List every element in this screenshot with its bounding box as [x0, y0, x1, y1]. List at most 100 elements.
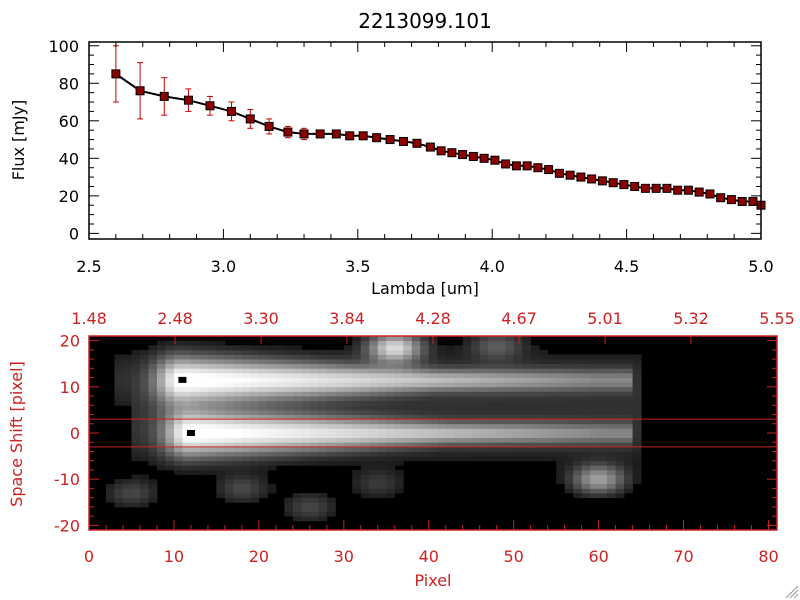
- heatmap-cell: [301, 354, 311, 360]
- heatmap-cell: [564, 368, 574, 374]
- heatmap-cell: [292, 423, 302, 429]
- heatmap-cell: [547, 419, 557, 425]
- heatmap-cell: [352, 474, 362, 480]
- heatmap-cell: [411, 396, 421, 402]
- heatmap-cell: [598, 391, 608, 397]
- heatmap-cell: [216, 423, 226, 429]
- heatmap-cell: [377, 474, 387, 480]
- heatmap-cell: [182, 414, 192, 420]
- heatmap-cell: [318, 456, 328, 462]
- heatmap-cell: [199, 391, 209, 397]
- heatmap-cell: [233, 497, 243, 503]
- heatmap-cell: [462, 419, 472, 425]
- heatmap-cell: [258, 465, 268, 471]
- heatmap-cell: [632, 460, 642, 466]
- data-marker: [533, 163, 543, 173]
- heatmap-cell: [573, 423, 583, 429]
- heatmap-cell: [445, 442, 455, 448]
- heatmap-cell: [590, 396, 600, 402]
- data-point: [183, 88, 193, 112]
- heatmap-cell: [598, 414, 608, 420]
- heatmap-cell: [148, 460, 158, 466]
- heatmap-cell: [411, 400, 421, 406]
- heatmap-cell: [581, 414, 591, 420]
- heatmap-cell: [598, 451, 608, 457]
- heatmap-cell: [377, 400, 387, 406]
- heatmap-cell: [530, 349, 540, 355]
- heatmap-cell: [343, 451, 353, 457]
- heatmap-cell: [199, 419, 209, 425]
- heatmap-cell: [301, 502, 311, 508]
- heatmap-cell: [335, 386, 345, 392]
- heatmap-cell: [420, 345, 430, 351]
- heatmap-cell: [547, 396, 557, 402]
- heatmap-cell: [309, 502, 319, 508]
- heatmap-cell: [369, 345, 379, 351]
- heatmap-cell: [454, 437, 464, 443]
- heatmap-cell: [581, 433, 591, 439]
- heatmap-cell: [505, 442, 515, 448]
- heatmap-cell: [403, 349, 413, 355]
- heatmap-cell: [267, 423, 277, 429]
- heatmap-cell: [292, 506, 302, 512]
- heatmap-cell: [377, 345, 387, 351]
- heatmap-cell: [615, 414, 625, 420]
- data-marker: [436, 146, 446, 156]
- heatmap-cell: [309, 419, 319, 425]
- heatmap-cell: [386, 345, 396, 351]
- heatmap-cell: [173, 409, 183, 415]
- heatmap-cell: [394, 377, 404, 383]
- heatmap-cell: [250, 396, 260, 402]
- heatmap-cell: [607, 396, 617, 402]
- heatmap-cell: [199, 363, 209, 369]
- heatmap-cell: [335, 442, 345, 448]
- heatmap-cell: [224, 446, 234, 452]
- heatmap-cell: [114, 479, 124, 485]
- heatmap-cell: [505, 349, 515, 355]
- heatmap-cell: [343, 428, 353, 434]
- heatmap-cell: [411, 405, 421, 411]
- x-tick-label: 40: [419, 547, 439, 566]
- heatmap-cell: [335, 451, 345, 457]
- heatmap-cell: [471, 456, 481, 462]
- heatmap-cell: [607, 493, 617, 499]
- heatmap-cell: [394, 483, 404, 489]
- heatmap-cell: [607, 400, 617, 406]
- heatmap-cell: [343, 345, 353, 351]
- heatmap-cell: [386, 460, 396, 466]
- heatmap-cell: [343, 460, 353, 466]
- heatmap-cell: [326, 363, 336, 369]
- data-point: [479, 153, 489, 163]
- heatmap-cell: [488, 442, 498, 448]
- heatmap-cell: [190, 437, 200, 443]
- heatmap-cell: [241, 497, 251, 503]
- heatmap-cell: [598, 483, 608, 489]
- heatmap-cell: [241, 437, 251, 443]
- heatmap-cell: [624, 423, 633, 429]
- heatmap-cell: [224, 479, 234, 485]
- heatmap-cell: [165, 433, 175, 439]
- heatmap-cell: [547, 446, 557, 452]
- heatmap-cell: [581, 456, 591, 462]
- heatmap-cell: [505, 400, 515, 406]
- heatmap-cell: [411, 451, 421, 457]
- heatmap-cell: [522, 442, 532, 448]
- heatmap-cell: [139, 409, 149, 415]
- heatmap-cell: [590, 363, 600, 369]
- heatmap-cell: [624, 460, 633, 466]
- heatmap-cell: [496, 451, 506, 457]
- heatmap-cell: [479, 359, 489, 365]
- heatmap-cell: [437, 405, 447, 411]
- heatmap-cell: [564, 372, 574, 378]
- heatmap-cell: [360, 386, 370, 392]
- heatmap-cell: [139, 414, 149, 420]
- heatmap-cell: [547, 428, 557, 434]
- heatmap-cell: [496, 386, 506, 392]
- heatmap-cell: [318, 428, 328, 434]
- resize-grip-icon[interactable]: [785, 585, 799, 599]
- data-point: [554, 168, 564, 178]
- heatmap-cell: [428, 345, 438, 351]
- heatmap-cell: [530, 354, 540, 360]
- heatmap-cell: [530, 428, 540, 434]
- data-point: [673, 185, 683, 195]
